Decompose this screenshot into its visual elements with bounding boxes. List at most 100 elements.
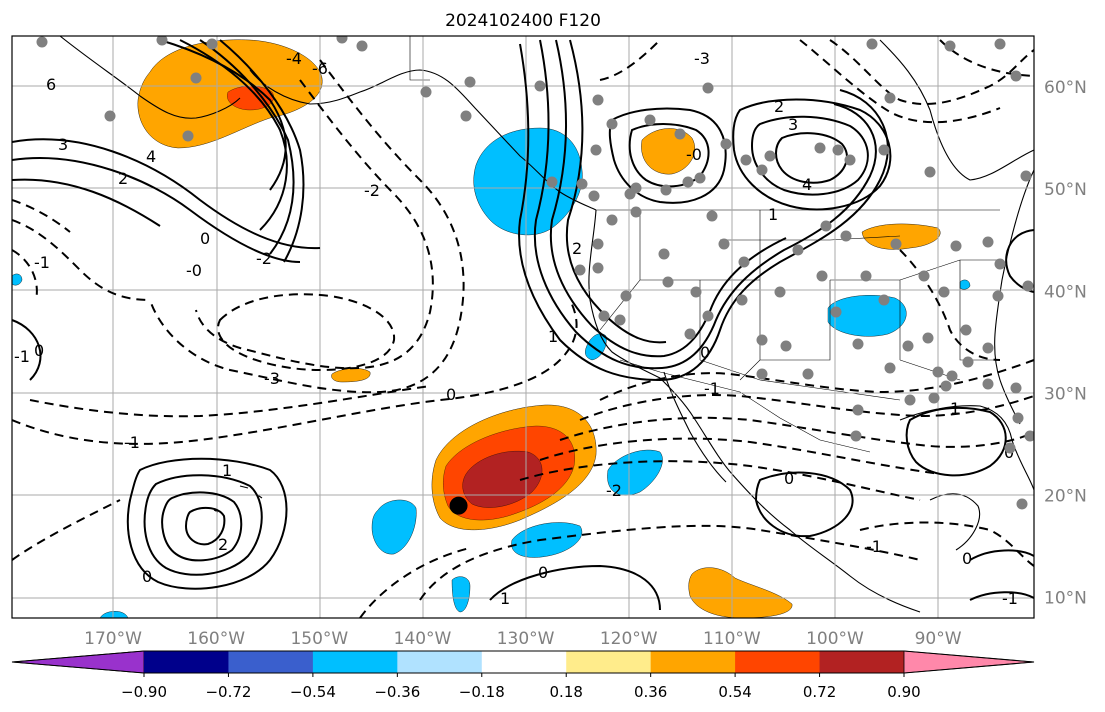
station-dot	[982, 236, 994, 248]
storm-position-marker	[449, 496, 468, 515]
station-dot	[884, 362, 896, 374]
station-dot	[662, 276, 674, 288]
station-dot	[460, 110, 472, 122]
blue-fill-west	[371, 499, 417, 555]
station-dot	[738, 256, 750, 268]
colorbar-tick-label: −0.18	[459, 683, 505, 701]
contour-label: 1	[222, 461, 232, 480]
colorbar-segment	[481, 651, 567, 673]
contour-label: 6	[46, 75, 56, 94]
station-dot	[852, 404, 864, 416]
contour-label: 0	[34, 341, 44, 360]
station-dot	[1010, 382, 1022, 394]
station-dot	[702, 82, 714, 94]
longitude-tick-label: 160°W	[187, 629, 245, 649]
longitude-labels: 170°W 160°W 150°W 140°W 130°W 120°W 110°W 100°W…	[84, 629, 962, 649]
station-dot	[830, 306, 842, 318]
station-dot	[944, 40, 956, 52]
contour-label: 3	[58, 135, 68, 154]
station-dot	[674, 128, 686, 140]
contour-label: 0	[142, 567, 152, 586]
contour-label: 1	[548, 327, 558, 346]
station-dot	[962, 356, 974, 368]
contour-label: -1	[704, 379, 720, 398]
contour-label: -1	[1002, 589, 1018, 608]
contour-label: -1	[34, 253, 50, 272]
contour-label: -1	[866, 537, 882, 556]
contour-label: 2	[572, 239, 582, 258]
station-dot	[1020, 170, 1032, 182]
station-dot	[924, 166, 936, 178]
contour-label: -2	[256, 249, 272, 268]
station-dot	[878, 144, 890, 156]
station-dot	[590, 144, 602, 156]
station-dot	[922, 332, 934, 344]
station-dot	[756, 164, 768, 176]
colorbar-labels: −0.90 −0.72 −0.54 −0.36 −0.18 0.18 0.36 0.54 0.7…	[121, 673, 921, 701]
colorbar-tick-label: −0.36	[374, 683, 420, 701]
station-dot	[720, 138, 732, 150]
station-dot	[780, 340, 792, 352]
contour-label: 4	[802, 175, 812, 194]
contour-label: 3	[788, 115, 798, 134]
station-dot	[904, 394, 916, 406]
colorbar-tick-label: −0.90	[121, 683, 167, 701]
contour-label: -2	[364, 181, 380, 200]
station-dot	[960, 324, 972, 336]
figure-title: 2024102400 F120	[445, 11, 601, 31]
station-dot	[1022, 280, 1034, 292]
colorbar-segment	[397, 651, 483, 673]
longitude-tick-label: 170°W	[84, 629, 142, 649]
station-dot	[684, 328, 696, 340]
station-dot	[614, 314, 626, 326]
contour-label: 0	[200, 229, 210, 248]
latitude-labels: 60°N 50°N 40°N 30°N 20°N 10°N	[1044, 78, 1087, 609]
contour-label: -0	[686, 145, 702, 164]
station-dot	[1010, 70, 1022, 82]
station-dot	[206, 38, 218, 50]
station-dot	[994, 258, 1006, 270]
contour-label: 1	[950, 399, 960, 418]
contour-label: -1	[14, 347, 30, 366]
longitude-tick-label: 120°W	[600, 629, 658, 649]
station-dot	[928, 392, 940, 404]
station-dot	[890, 238, 902, 250]
station-dot	[576, 178, 588, 190]
station-dot	[1016, 498, 1028, 510]
station-dot	[918, 270, 930, 282]
station-dot	[658, 248, 670, 260]
coast-yucatan	[929, 493, 980, 551]
contour-label: -2	[606, 481, 622, 500]
latitude-tick-label: 10°N	[1044, 589, 1087, 609]
station-dot	[950, 240, 962, 252]
colorbar-segment	[735, 651, 821, 673]
station-dot	[156, 36, 168, 46]
station-dot	[660, 184, 672, 196]
station-dot	[994, 38, 1006, 50]
map-frame	[11, 35, 1035, 619]
station-dot	[832, 144, 844, 156]
station-dot	[464, 76, 476, 88]
contour-label: 0	[784, 469, 794, 488]
station-dot	[682, 176, 694, 188]
colorbar-tick-label: 0.90	[887, 683, 920, 701]
station-dot	[774, 286, 786, 298]
colorbar-tick-label: −0.54	[290, 683, 336, 701]
colorbar-tick-label: 0.54	[718, 683, 751, 701]
anomaly-fills	[12, 39, 971, 618]
colorbar-segment	[228, 651, 314, 673]
latitude-tick-label: 50°N	[1044, 180, 1087, 200]
longitude-tick-label: 110°W	[703, 629, 761, 649]
blue-fill-gulf	[959, 279, 971, 290]
station-dot	[104, 110, 116, 122]
station-dot	[592, 94, 604, 106]
station-dot	[992, 290, 1004, 302]
darkred-fill-subtropical	[462, 451, 543, 508]
colorbar-segment	[566, 651, 652, 673]
contour-label: 1	[768, 205, 778, 224]
orange-fill-canada	[641, 128, 695, 175]
station-dot	[792, 244, 804, 256]
colorbar-segment	[144, 651, 229, 673]
contour-label: -6	[312, 59, 328, 78]
